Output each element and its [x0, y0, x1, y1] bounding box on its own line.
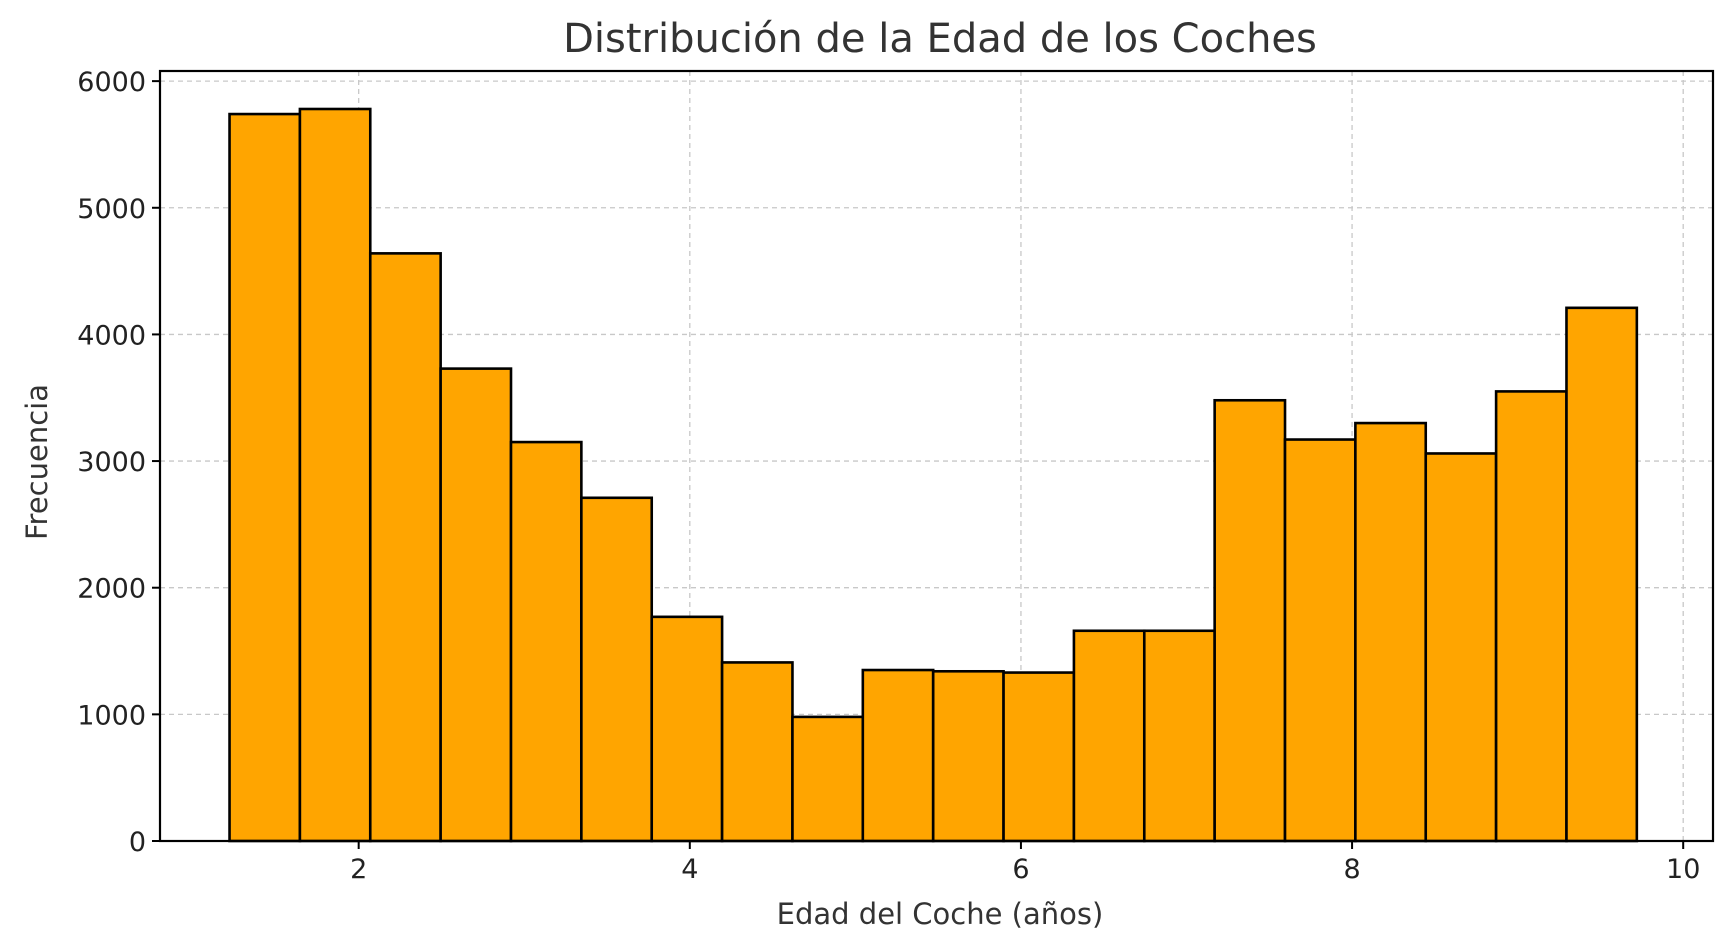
histogram-bar-17 [1424, 452, 1498, 843]
x-axis-label: Edad del Coche (años) [777, 897, 1104, 931]
x-tick-label-2: 6 [1012, 854, 1029, 885]
y-axis-ticks: 0 1000 2000 3000 4000 5000 6000 [77, 67, 160, 858]
x-tick-label-1: 4 [681, 854, 698, 885]
histogram-bar-2 [368, 252, 442, 843]
histogram-bar-9 [861, 668, 935, 843]
y-tick-label-0: 0 [129, 827, 146, 858]
histogram-bar-19 [1565, 306, 1639, 843]
histogram-bar-7 [720, 661, 794, 843]
histogram-bar-8 [791, 715, 865, 843]
histogram-bar-18 [1494, 390, 1568, 843]
histogram-bar-15 [1283, 438, 1357, 843]
y-tick-label-3: 3000 [77, 447, 146, 478]
axes [158, 69, 1715, 843]
histogram-bar-12 [1072, 629, 1146, 843]
histogram-bar-6 [650, 615, 724, 843]
y-axis-label: Frecuencia [20, 384, 54, 540]
histogram-bar-4 [509, 440, 583, 843]
histogram-bar-3 [439, 367, 513, 843]
histogram-bar-11 [1002, 671, 1076, 843]
y-tick-label-4: 4000 [77, 320, 146, 351]
x-tick-label-4: 10 [1666, 854, 1700, 885]
histogram-bar-10 [931, 669, 1005, 843]
x-tick-label-3: 8 [1343, 854, 1360, 885]
y-tick-label-5: 5000 [77, 194, 146, 225]
y-tick-label-1: 1000 [77, 700, 146, 731]
y-tick-label-2: 2000 [77, 574, 146, 605]
histogram-bar-1 [298, 107, 372, 843]
bars [228, 107, 1639, 843]
y-tick-label-6: 6000 [77, 67, 146, 98]
plot-frame [158, 69, 1715, 843]
chart-title: Distribución de la Edad de los Coches [563, 16, 1317, 62]
histogram-bar-16 [1354, 421, 1428, 843]
histogram-bar-5 [580, 496, 654, 843]
x-tick-label-0: 2 [350, 854, 367, 885]
histogram-bar-14 [1213, 398, 1287, 843]
x-axis-ticks: 2 4 6 8 10 [350, 841, 1700, 885]
histogram-bar-0 [228, 112, 302, 843]
histogram-bar-13 [1142, 629, 1216, 843]
